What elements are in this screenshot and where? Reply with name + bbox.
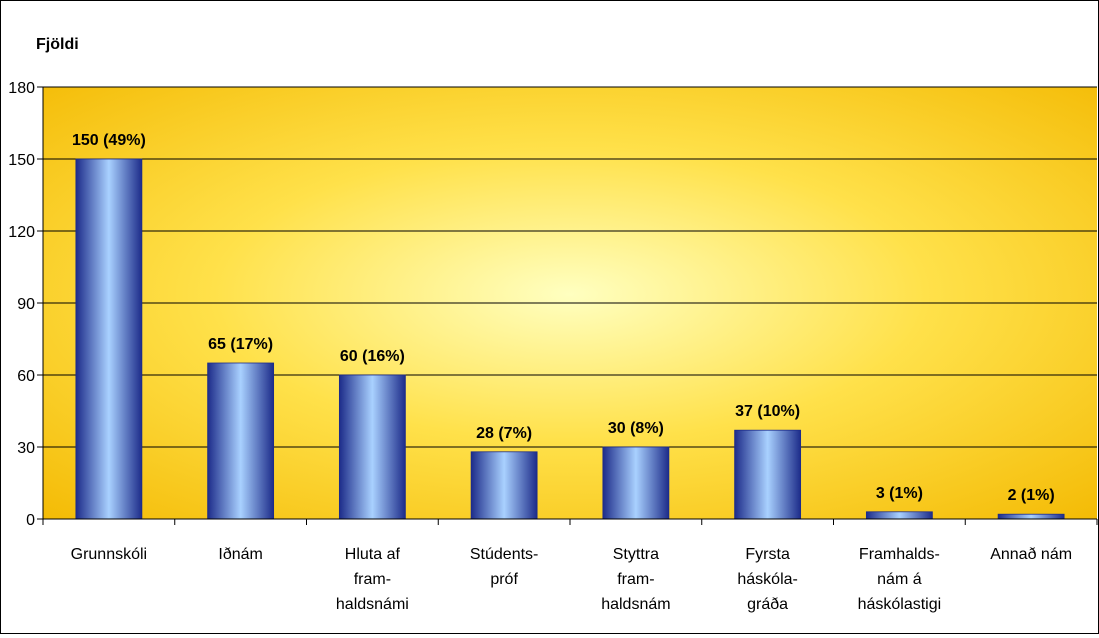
data-label: 37 (10%) (735, 403, 800, 420)
y-tick-label: 90 (17, 296, 35, 313)
y-tick-label: 30 (17, 440, 35, 457)
data-label: 150 (49%) (72, 132, 146, 149)
bar (865, 511, 933, 520)
data-label: 2 (1%) (1008, 487, 1055, 504)
bar (470, 451, 538, 520)
data-label: 30 (8%) (608, 420, 664, 437)
data-labels: 150 (49%) 65 (17%) 60 (16%) 28 (7%) 30 (8%) 3… (72, 132, 1055, 504)
x-ticks (42, 519, 1098, 525)
x-tick-label: Fyrsta háskóla-gráða (737, 546, 797, 613)
x-tick-label: Stúdents-próf (470, 546, 538, 588)
y-tick-label: 150 (8, 152, 35, 169)
x-tick-label: Styttra fram-haldsnám (601, 546, 670, 613)
x-tick-label: Annað nám (990, 546, 1072, 563)
y-tick-label: 60 (17, 368, 35, 385)
data-label: 3 (1%) (876, 485, 923, 502)
y-tick-label: 120 (8, 224, 35, 241)
x-tick-label: Grunnskóli (71, 546, 147, 563)
x-tick-label: Hluta af fram-haldsnámi (336, 546, 409, 613)
bar (207, 362, 275, 520)
bar (602, 446, 670, 520)
data-label: 65 (17%) (208, 336, 273, 353)
data-label: 60 (16%) (340, 348, 405, 365)
y-tick-label: 0 (26, 512, 35, 529)
x-tick-labels: Grunnskóli Iðnám Hluta af fram-haldsnámi Stú… (71, 546, 1072, 613)
y-ticks: 0 30 60 90 120 150 180 (8, 80, 43, 529)
y-axis-title: Fjöldi (36, 36, 79, 53)
bar (338, 374, 406, 520)
x-tick-label: Iðnám (218, 546, 262, 563)
bar (75, 158, 143, 520)
x-tick-label: Framhalds-nám á háskólastigi (858, 546, 942, 613)
y-tick-label: 180 (8, 80, 35, 97)
bar (997, 513, 1065, 520)
bar (734, 429, 802, 520)
data-label: 28 (7%) (476, 425, 532, 442)
bars (75, 158, 1065, 520)
